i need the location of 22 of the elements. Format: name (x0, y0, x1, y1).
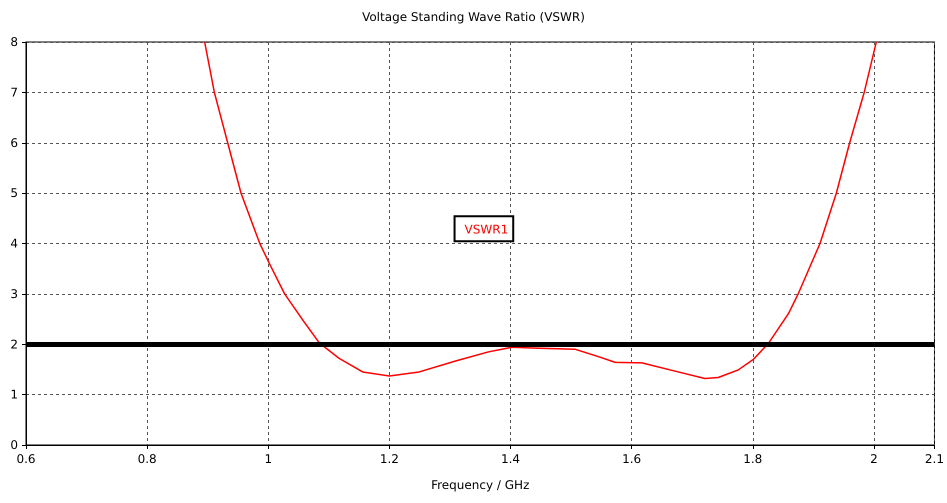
x-tick-label: 1.6 (622, 452, 642, 466)
y-tick-label: 7 (10, 85, 18, 100)
x-tick-label: 2.1 (924, 452, 944, 466)
x-tick-label: 2 (870, 452, 878, 466)
x-axis-title: Frequency / GHz (431, 478, 530, 492)
chart-title: Voltage Standing Wave Ratio (VSWR) (362, 10, 585, 24)
y-tick-label: 4 (10, 236, 18, 250)
y-tick-label: 1 (10, 388, 18, 402)
y-tick-label: 5 (10, 186, 18, 200)
x-tick-label: 1 (264, 452, 272, 466)
x-tick-label: 1.2 (380, 452, 399, 466)
y-tick-label: 3 (10, 286, 18, 301)
y-tick-label: 6 (10, 136, 18, 150)
y-tick-label: 8 (10, 35, 18, 49)
x-tick-label: 0.6 (16, 452, 36, 466)
x-tick-label: 0.8 (138, 452, 157, 466)
y-tick-label: 0 (10, 438, 18, 452)
y-tick-label: 2 (10, 337, 18, 352)
x-tick-label: 1.4 (500, 452, 520, 466)
line-series (204, 41, 878, 380)
text: VSWR1 (464, 222, 508, 236)
x-tick-label: 1.8 (743, 452, 762, 466)
